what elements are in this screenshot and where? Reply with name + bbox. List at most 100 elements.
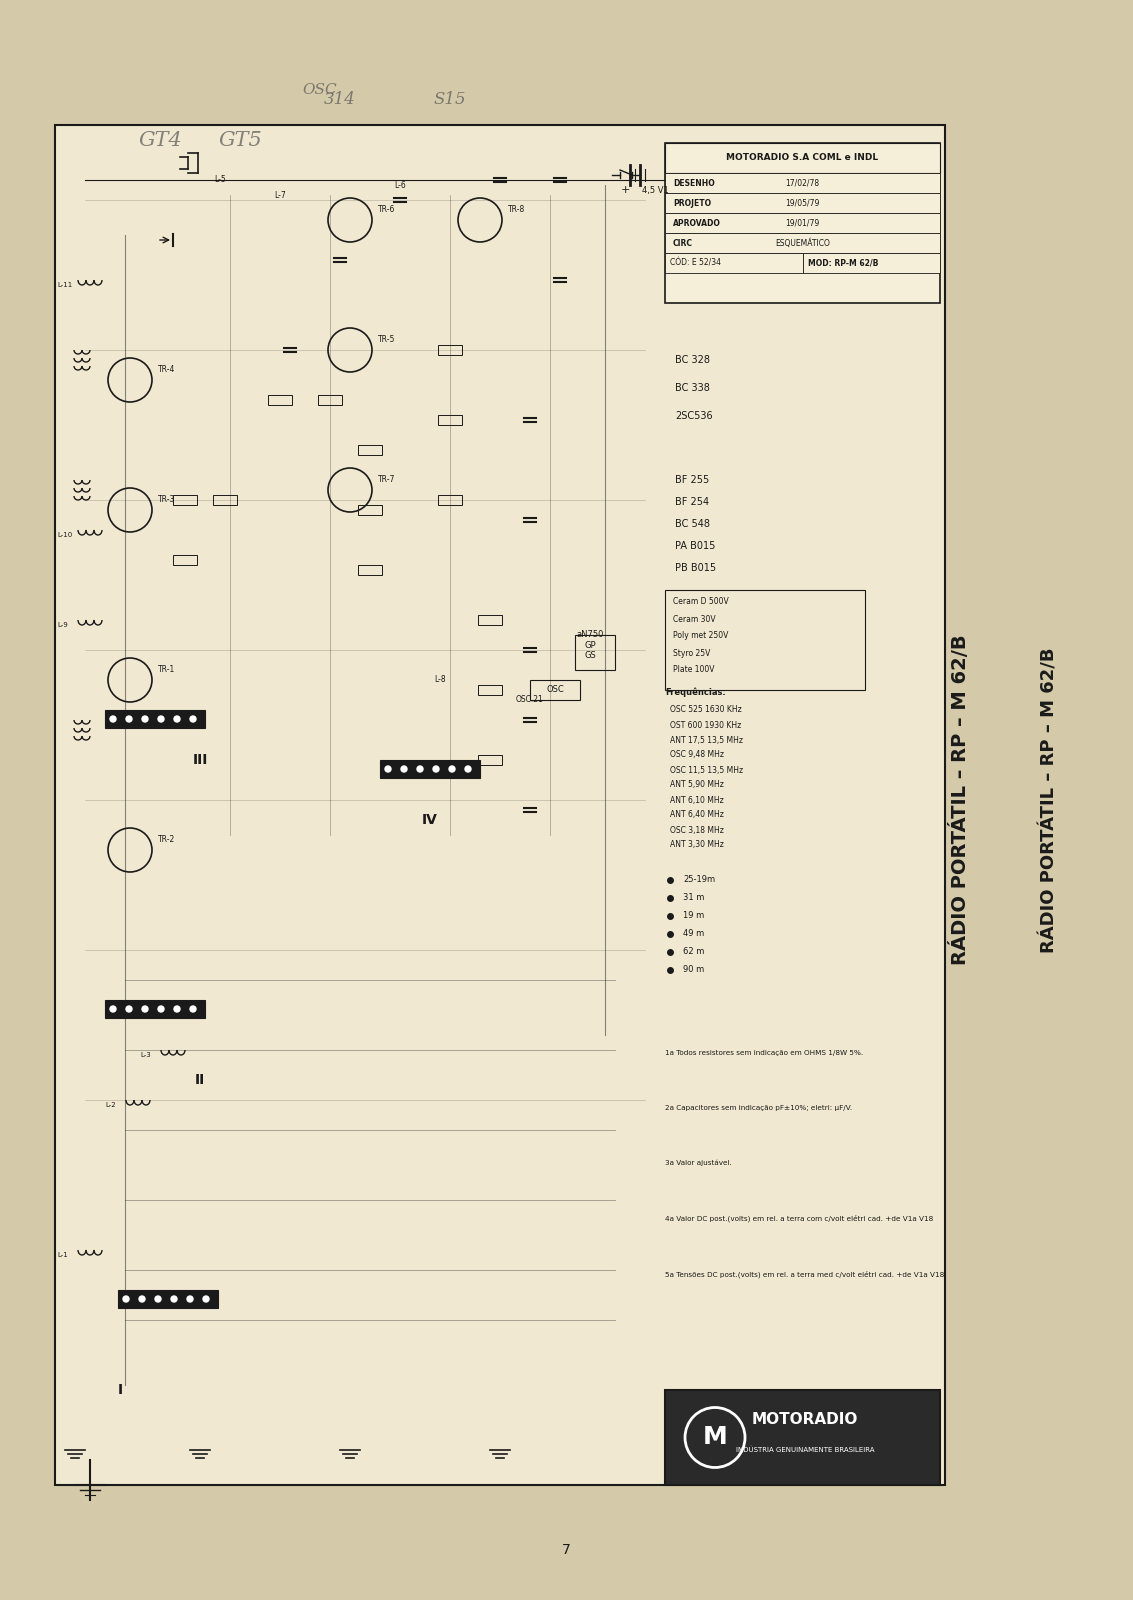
Text: OSC: OSC [303,83,338,98]
Text: L-2: L-2 [105,1102,116,1107]
Circle shape [685,1408,746,1467]
Bar [478,755,502,765]
Text: TR-5: TR-5 [378,336,395,344]
Text: Frequências:: Frequências: [665,688,726,698]
Text: ANT 6,40 MHz: ANT 6,40 MHz [670,811,724,819]
Text: L-10: L-10 [57,531,73,538]
Bar [665,142,940,302]
Text: ANT 17,5 13,5 MHz: ANT 17,5 13,5 MHz [670,736,743,744]
Text: OSC 525 1630 KHz: OSC 525 1630 KHz [670,706,742,715]
Bar [665,590,864,690]
Text: TR-2: TR-2 [157,835,176,845]
Text: OSC 9,48 MHz: OSC 9,48 MHz [670,750,724,760]
Text: L-6: L-6 [394,181,406,189]
Bar [358,565,382,574]
Text: MOTORADIO S.A COML e INDL: MOTORADIO S.A COML e INDL [726,154,878,163]
Text: OSC: OSC [546,685,564,694]
Circle shape [465,766,471,773]
Text: 1a Todos resistores sem indicação em OHMS 1/8W 5%.: 1a Todos resistores sem indicação em OHM… [665,1050,863,1056]
Text: 62 m: 62 m [683,947,705,957]
Circle shape [110,1006,116,1013]
Bar [269,395,292,405]
Text: I: I [118,1382,122,1397]
Circle shape [417,766,423,773]
Text: 19 m: 19 m [683,912,705,920]
Bar [478,685,502,694]
Bar [318,395,342,405]
Circle shape [171,1296,177,1302]
Bar [213,494,237,506]
Text: OST 600 1930 KHz: OST 600 1930 KHz [670,720,741,730]
Text: MOTORADIO: MOTORADIO [752,1413,858,1427]
Text: L-11: L-11 [57,282,73,288]
Text: 25-19m: 25-19m [683,875,715,885]
Bar [173,555,197,565]
Text: PB B015: PB B015 [675,563,716,573]
Text: 4,5 V1: 4,5 V1 [641,186,668,195]
Circle shape [203,1296,208,1302]
Circle shape [139,1296,145,1302]
Text: IV: IV [423,813,438,827]
Text: ANT 3,30 MHz: ANT 3,30 MHz [670,840,724,850]
Text: TR-6: TR-6 [378,205,395,214]
Bar [576,635,615,670]
Text: +: + [620,186,630,195]
Text: OSC 3,18 MHz: OSC 3,18 MHz [670,826,724,835]
Text: CÓD: E 52/34: CÓD: E 52/34 [670,259,721,267]
Circle shape [157,1006,164,1013]
Text: S15: S15 [434,91,467,109]
Text: III: III [193,754,207,766]
Text: TR-8: TR-8 [508,205,526,214]
Text: aN750
GP
GS: aN750 GP GS [577,630,604,659]
Text: L-3: L-3 [140,1053,151,1058]
Text: 2a Capacitores sem indicação pF±10%; eletri: µF/V.: 2a Capacitores sem indicação pF±10%; ele… [665,1106,852,1110]
Bar [478,614,502,626]
Text: ANT 5,90 MHz: ANT 5,90 MHz [670,781,724,789]
Text: L-8: L-8 [434,675,445,685]
Circle shape [126,1006,133,1013]
Bar [530,680,580,701]
Bar [665,173,940,194]
Circle shape [449,766,455,773]
Text: L-5: L-5 [214,176,225,184]
Text: 5a Tensões DC post.(volts) em rel. a terra med c/volt elétri cad. +de V1a V18: 5a Tensões DC post.(volts) em rel. a ter… [665,1270,944,1277]
Text: 4a Valor DC post.(volts) em rel. a terra com c/volt elétri cad. +de V1a V18: 4a Valor DC post.(volts) em rel. a terra… [665,1214,934,1222]
Text: 90 m: 90 m [683,965,705,974]
Text: OSC.21: OSC.21 [517,696,544,704]
Bar [438,346,462,355]
Bar [665,253,802,274]
Bar [380,760,480,778]
Text: ANT 6,10 MHz: ANT 6,10 MHz [670,795,724,805]
Bar [358,445,382,454]
Text: L-1: L-1 [57,1251,68,1258]
Text: BC 338: BC 338 [675,382,710,394]
Text: CIRC: CIRC [673,238,693,248]
Circle shape [190,717,196,722]
Circle shape [385,766,391,773]
Bar [438,414,462,426]
Circle shape [157,717,164,722]
Text: Ceram D 500V: Ceram D 500V [673,597,729,606]
Bar [438,494,462,506]
Circle shape [142,717,148,722]
Circle shape [123,1296,129,1302]
Bar [105,1000,205,1018]
Text: APROVADO: APROVADO [673,219,721,227]
Circle shape [126,717,133,722]
Text: Styro 25V: Styro 25V [673,648,710,658]
Text: II: II [195,1074,205,1086]
Text: INDÚSTRIA GENUINAMENTE BRASILEIRA: INDÚSTRIA GENUINAMENTE BRASILEIRA [735,1446,875,1453]
Circle shape [187,1296,193,1302]
Bar [358,506,382,515]
Text: ESQUEMÁTICO: ESQUEMÁTICO [775,238,830,248]
Text: TR-4: TR-4 [157,365,176,374]
Text: TR-1: TR-1 [157,666,176,675]
Bar [665,234,940,253]
Bar [118,1290,218,1309]
Circle shape [155,1296,161,1302]
Text: L-9: L-9 [57,622,68,627]
Text: TR-3: TR-3 [157,496,176,504]
Text: OSC 11,5 13,5 MHz: OSC 11,5 13,5 MHz [670,765,743,774]
Bar [802,253,940,274]
Circle shape [142,1006,148,1013]
